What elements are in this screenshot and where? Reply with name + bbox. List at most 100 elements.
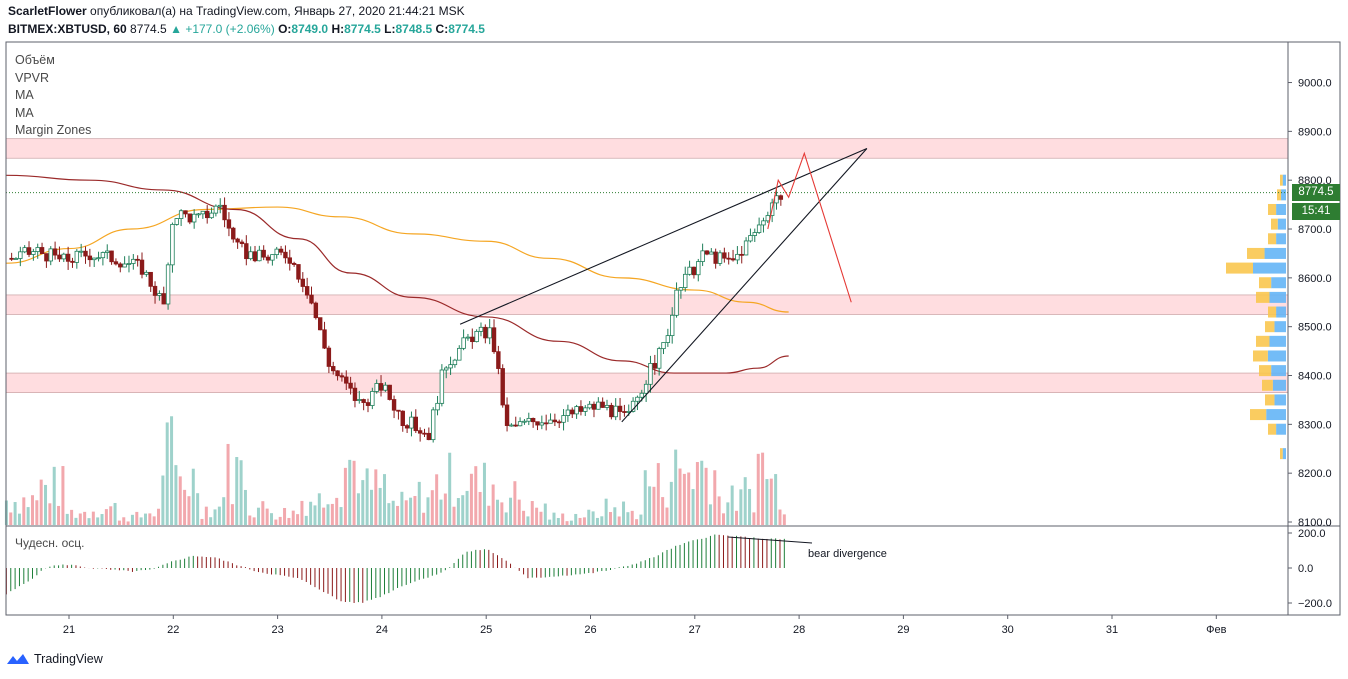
- candle-body: [218, 204, 223, 207]
- vpvr-bar-down: [1268, 423, 1277, 435]
- close-label: C:: [435, 22, 449, 36]
- candle-body: [239, 241, 245, 245]
- x-tick-label: 25: [480, 624, 492, 636]
- volume-bar: [430, 490, 434, 525]
- volume-bar: [52, 466, 56, 525]
- volume-bar: [391, 500, 395, 525]
- volume-bar: [613, 507, 617, 525]
- candle-body: [413, 416, 418, 432]
- candle-body: [170, 224, 175, 266]
- high-value: 8774.5: [344, 22, 381, 36]
- candle-body: [26, 247, 32, 255]
- volume-bar: [226, 443, 230, 525]
- candle-body: [778, 195, 784, 200]
- candle-body: [70, 260, 75, 263]
- x-tick-label: 22: [167, 624, 179, 636]
- vpvr-bar-down: [1268, 203, 1277, 215]
- vpvr-profile: [1226, 174, 1286, 460]
- x-tick-label: 24: [376, 624, 388, 636]
- volume-bar: [617, 516, 621, 525]
- y-tick-label: 8700.0: [1298, 224, 1332, 236]
- bear-divergence-label: bear divergence: [808, 548, 887, 560]
- candle-body: [326, 347, 332, 367]
- volume-bar: [44, 484, 48, 525]
- volume-bar: [374, 469, 378, 525]
- indicator-vpvr[interactable]: VPVR: [15, 70, 50, 85]
- vpvr-bar-up: [1267, 350, 1286, 362]
- candle-body: [439, 369, 445, 404]
- volume-bar: [104, 509, 108, 525]
- candle-body: [78, 250, 84, 253]
- volume-bar: [761, 452, 765, 525]
- volume-bar: [330, 503, 334, 525]
- vpvr-bar-up: [1282, 448, 1286, 460]
- open-label: O:: [278, 22, 292, 36]
- candle-body: [283, 251, 288, 259]
- candle-body: [300, 278, 306, 287]
- volume-bar: [235, 457, 239, 525]
- volume-bar: [743, 477, 747, 525]
- candle-body: [596, 401, 601, 410]
- vpvr-bar-up: [1271, 277, 1286, 289]
- tradingview-logo[interactable]: TradingView: [6, 652, 103, 666]
- candle-body: [461, 337, 466, 349]
- volume-bar: [278, 516, 282, 525]
- candle-body: [126, 263, 132, 265]
- volume-bar: [135, 511, 139, 525]
- indicator-volume[interactable]: Объём: [15, 53, 55, 67]
- volume-bar: [669, 481, 673, 525]
- volume-bar: [139, 517, 143, 525]
- volume-bar: [574, 513, 578, 525]
- y-tick-label: 8100.0: [1298, 517, 1332, 529]
- vpvr-bar-down: [1268, 233, 1277, 245]
- candle-body: [670, 314, 675, 337]
- candle-body: [278, 248, 284, 253]
- candle-body: [378, 383, 384, 391]
- candle-body: [674, 289, 679, 316]
- candle-body: [96, 257, 101, 260]
- candle-body: [496, 351, 501, 369]
- candle-body: [135, 258, 140, 261]
- volume-bar: [465, 490, 469, 525]
- symbol-name[interactable]: BITMEX:XBTUSD, 60: [8, 22, 127, 36]
- y-tick-label: 8200.0: [1298, 468, 1332, 480]
- candle-body: [552, 419, 558, 423]
- vpvr-bar-up: [1271, 365, 1286, 377]
- candle-body: [587, 403, 592, 409]
- volume-bar: [378, 487, 382, 525]
- indicator-margin-zones[interactable]: Margin Zones: [15, 123, 92, 137]
- volume-bar: [174, 465, 178, 525]
- vpvr-bar-up: [1281, 189, 1286, 201]
- vpvr-bar-up: [1253, 262, 1286, 274]
- volume-bar: [13, 502, 17, 525]
- wedge-line-0: [459, 147, 868, 325]
- indicator-ma-1[interactable]: MA: [15, 88, 34, 102]
- candle-body: [235, 238, 240, 243]
- volume-bar: [230, 504, 234, 525]
- candle-body: [248, 251, 253, 260]
- candle-body: [87, 255, 93, 261]
- author-name[interactable]: ScarletFlower: [8, 4, 87, 18]
- close-value: 8774.5: [448, 22, 485, 36]
- volume-bar: [730, 485, 734, 525]
- volume-bar: [213, 509, 217, 525]
- volume-bar: [539, 511, 543, 525]
- volume-bar: [348, 459, 352, 525]
- volume-bar: [600, 516, 604, 525]
- oscillator-bars: [5, 534, 813, 603]
- volume-bar: [752, 512, 756, 525]
- candle-body: [83, 250, 88, 257]
- volume-bar: [343, 467, 347, 525]
- oscillator-label[interactable]: Чудесн. осц.: [15, 536, 85, 550]
- volume-bar: [365, 468, 369, 525]
- candle-body: [430, 409, 436, 441]
- volume-bar: [78, 513, 82, 525]
- indicator-ma-2[interactable]: MA: [15, 105, 34, 120]
- volume-bar: [57, 505, 61, 525]
- candle-body: [196, 213, 201, 216]
- volume-bar: [61, 466, 65, 525]
- volume-bar: [152, 516, 156, 525]
- volume-bar: [561, 513, 565, 525]
- candle-body: [265, 256, 271, 261]
